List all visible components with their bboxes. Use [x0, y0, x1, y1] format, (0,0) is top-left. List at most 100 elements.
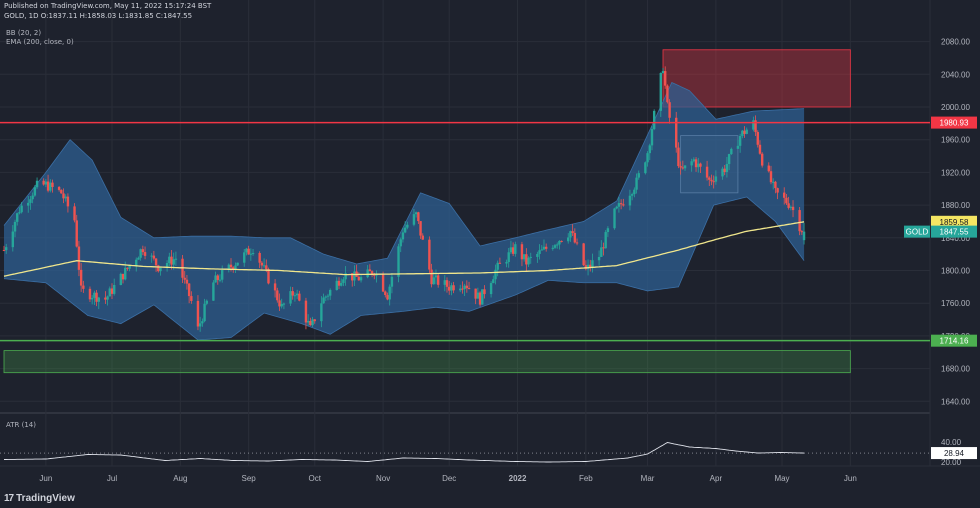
price-tick-label: 1920.00 [941, 168, 970, 177]
candle-body [540, 249, 543, 251]
candle-body [419, 221, 422, 236]
candle-body [597, 256, 601, 261]
candle-body [542, 246, 546, 250]
atr-indicator-label[interactable]: ATR (14) [6, 421, 36, 429]
candle-body [322, 297, 325, 304]
candle-body [443, 280, 446, 285]
candle-body [205, 300, 208, 304]
candle-body [489, 283, 493, 295]
candle-body [375, 274, 378, 276]
candle-body [705, 166, 709, 178]
candle-body [412, 214, 416, 225]
candle-body [273, 283, 277, 291]
candle-body [644, 162, 647, 174]
candle-body [459, 288, 462, 291]
candle-body [659, 72, 662, 111]
last-price-tag-bg [931, 225, 977, 238]
candle-body [108, 288, 111, 297]
price-axis[interactable]: 1640.001680.001720.001760.001800.001840.… [941, 38, 970, 407]
candle-body [730, 148, 733, 155]
candle-body [16, 213, 19, 222]
candle-body [128, 265, 131, 269]
candle-body [448, 286, 451, 291]
candle-body [432, 277, 435, 285]
bb-indicator-label[interactable]: BB (20, 2) [6, 29, 42, 37]
candle-body [157, 265, 160, 272]
candle-body [159, 267, 162, 272]
candle-body [359, 277, 363, 281]
candle-body [212, 282, 215, 301]
candle-body [738, 135, 742, 146]
candle-body [573, 232, 577, 243]
candle-body [187, 283, 191, 297]
candle-body [370, 271, 374, 275]
candle-body [679, 166, 682, 168]
candle-body [366, 269, 369, 278]
candle-body [652, 110, 656, 130]
time-tick-label: Jun [39, 474, 52, 483]
candle-body [278, 300, 281, 307]
candle-body [95, 292, 98, 302]
price-tick-label: 1840.00 [941, 234, 970, 243]
candle-body [712, 181, 715, 183]
candle-body [218, 279, 222, 281]
candle-body [403, 227, 407, 233]
candle-body [463, 285, 466, 290]
candle-body [710, 179, 713, 182]
candle-body [2, 250, 6, 252]
candle-body [560, 240, 563, 242]
candle-body [216, 275, 219, 280]
candle-body [783, 192, 786, 198]
candle-body [73, 206, 76, 221]
atr-line [4, 442, 805, 463]
ema-indicator-label[interactable]: EMA (200, close, 0) [6, 38, 74, 46]
candle-body [11, 231, 15, 248]
atr-tick-label: 40.00 [941, 438, 962, 447]
candle-body [198, 323, 202, 327]
candle-body [798, 210, 801, 232]
candle-body [741, 130, 744, 136]
atr-axis[interactable]: 20.00 40.00 28.94 [931, 438, 977, 467]
candle-body [262, 265, 266, 267]
candle-body [342, 279, 345, 283]
horizontal-levels[interactable] [0, 121, 930, 342]
candle-body [536, 253, 539, 257]
candle-body [421, 235, 424, 240]
level-tag-text: 1714.16 [940, 337, 969, 346]
price-tick-label: 2080.00 [941, 38, 970, 47]
symbol-tag-text: GOLD [906, 228, 929, 237]
candle-body [617, 203, 621, 207]
candle-body [249, 253, 253, 255]
time-tick-label: Aug [173, 474, 187, 483]
candle-body [736, 145, 740, 149]
candle-body [430, 269, 433, 285]
tradingview-brand[interactable]: 17 TradingView [4, 493, 75, 504]
candle-body [445, 280, 449, 287]
candle-body [785, 197, 788, 204]
candle-body [481, 289, 484, 305]
candle-body [44, 181, 48, 185]
ema-200 [3, 221, 805, 277]
symbol-tag-bg [904, 225, 930, 238]
candle-body [575, 242, 579, 244]
candle-body [586, 264, 590, 269]
candle-body [727, 154, 731, 164]
candle-body [306, 320, 310, 323]
price-tick-label: 2040.00 [941, 70, 970, 79]
candle-body [628, 195, 632, 206]
time-axis[interactable]: Jun Jul Aug Sep Oct Nov Dec 2022 Feb Mar Apr May Jun [39, 474, 856, 483]
candle-body [496, 262, 499, 270]
candle-body [141, 249, 145, 253]
candle-body [668, 102, 671, 118]
candle-body [619, 203, 623, 205]
candle-body [401, 232, 405, 240]
candle-body [280, 303, 283, 307]
candle-body [414, 212, 418, 215]
candle-body [582, 243, 585, 266]
candle-body [494, 269, 497, 280]
atr-pane[interactable] [0, 414, 930, 466]
price-tick-label: 2000.00 [941, 103, 970, 112]
candle-body [214, 275, 217, 283]
